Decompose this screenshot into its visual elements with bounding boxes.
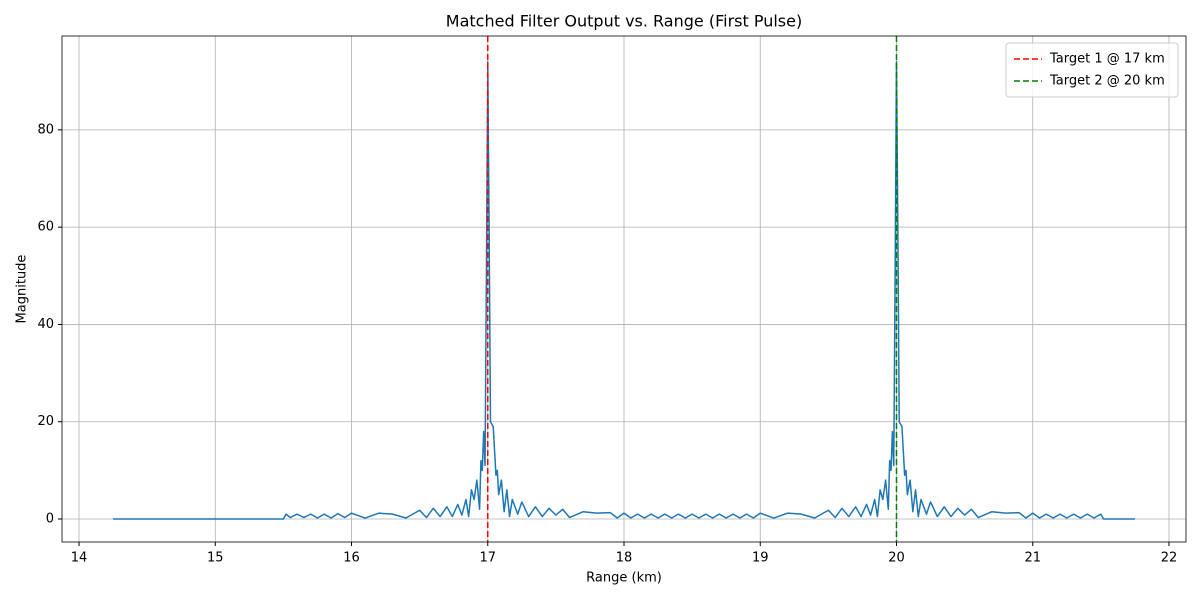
x-tick-label: 19: [752, 551, 769, 566]
x-tick-label: 22: [1161, 551, 1178, 566]
x-tick-label: 20: [888, 551, 905, 566]
y-tick-label: 20: [37, 414, 54, 429]
legend-label: Target 1 @ 17 km: [1049, 52, 1165, 67]
y-tick-label: 40: [37, 317, 54, 332]
chart-title: Matched Filter Output vs. Range (First P…: [446, 12, 802, 31]
y-tick-label: 60: [37, 220, 54, 235]
x-tick-label: 17: [479, 551, 496, 566]
x-axis-label: Range (km): [586, 571, 662, 586]
data-line: [113, 61, 1135, 520]
x-tick-label: 15: [207, 551, 224, 566]
y-axis-label: Magnitude: [15, 255, 30, 324]
legend-label: Target 2 @ 20 km: [1049, 74, 1165, 89]
plot-frame: [61, 35, 1187, 543]
legend-box: [1005, 42, 1179, 98]
x-tick-label: 18: [616, 551, 633, 566]
x-tick-label: 16: [343, 551, 360, 566]
y-tick-label: 0: [46, 511, 54, 526]
x-tick-label: 21: [1024, 551, 1041, 566]
x-tick-label: 14: [71, 551, 88, 566]
y-tick-label: 80: [37, 122, 54, 137]
